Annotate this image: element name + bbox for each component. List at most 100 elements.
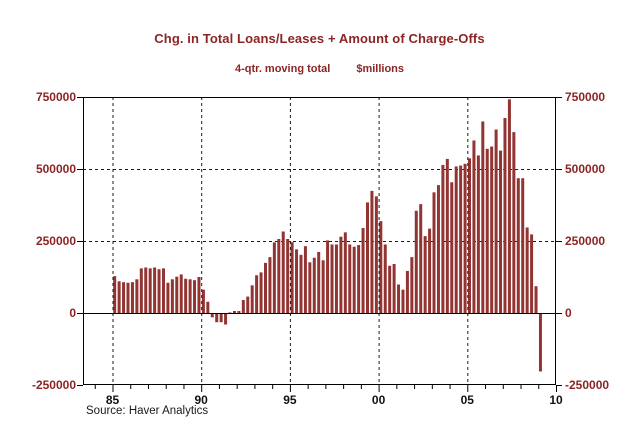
bar — [308, 262, 312, 313]
bar — [366, 202, 369, 313]
bar — [193, 280, 197, 313]
bar — [139, 268, 143, 313]
x-axis-label: 85 — [105, 393, 120, 407]
y-axis-label-left: 500000 — [35, 162, 76, 176]
bar — [215, 313, 219, 323]
bar — [126, 282, 130, 313]
bar — [388, 265, 392, 313]
bar — [135, 279, 139, 313]
bar — [397, 284, 401, 313]
bar — [499, 150, 503, 313]
y-axis-label-left: 250000 — [35, 234, 76, 248]
bar — [303, 246, 307, 313]
bar — [255, 275, 259, 313]
bar — [299, 254, 303, 313]
bar — [148, 268, 152, 313]
x-axis-label: 95 — [283, 393, 297, 407]
bar — [419, 204, 423, 313]
bar — [428, 228, 432, 313]
bar — [277, 238, 281, 313]
bar — [405, 270, 409, 313]
bar — [250, 285, 254, 313]
bar — [184, 278, 188, 313]
bar — [410, 257, 414, 313]
bar — [401, 289, 405, 313]
bar — [170, 279, 174, 313]
bar — [175, 276, 179, 313]
bar — [343, 232, 347, 313]
bar — [530, 234, 534, 313]
bar — [326, 240, 330, 313]
bar — [512, 132, 516, 313]
bar — [263, 262, 267, 313]
y-axis-label-right: 0 — [565, 306, 572, 320]
y-axis-label-right: -250000 — [565, 378, 610, 392]
subtitle-right: $millions — [356, 63, 405, 75]
bar — [503, 118, 507, 314]
chart-subtitle: 4-qtr. moving total $millions — [0, 63, 639, 75]
bar — [516, 178, 520, 313]
bar — [237, 310, 241, 313]
bar — [117, 281, 121, 313]
bar — [219, 313, 223, 323]
bar — [490, 146, 494, 313]
bar — [153, 267, 157, 313]
y-axis-label-right: 500000 — [565, 162, 606, 176]
bar — [113, 276, 117, 313]
x-axis-label: 90 — [194, 393, 208, 407]
bar — [197, 277, 201, 313]
bar — [281, 231, 285, 313]
bar — [122, 282, 126, 313]
bar — [312, 257, 316, 313]
bar — [454, 166, 458, 313]
bar — [334, 244, 338, 313]
bar — [348, 244, 352, 313]
bar — [534, 286, 538, 313]
bar — [459, 165, 463, 313]
x-axis-label: 05 — [460, 393, 474, 407]
x-axis-label: 10 — [549, 393, 563, 407]
bar — [361, 228, 365, 313]
bar — [432, 192, 436, 313]
y-axis-label-left: 750000 — [35, 90, 76, 104]
bar — [472, 140, 476, 313]
bar — [295, 249, 299, 313]
bar — [321, 260, 325, 313]
bar — [201, 289, 205, 313]
chart-title: Chg. in Total Loans/Leases + Amount of C… — [154, 31, 485, 46]
bar — [166, 282, 170, 313]
bar — [330, 244, 334, 313]
bar — [485, 148, 489, 313]
bar — [476, 155, 480, 313]
bar — [286, 238, 290, 313]
bar — [179, 274, 183, 313]
bar — [224, 313, 228, 325]
subtitle-left: 4-qtr. moving total — [234, 63, 331, 75]
bar — [441, 164, 445, 313]
bar — [228, 312, 232, 313]
bar — [414, 210, 418, 313]
bar — [507, 99, 511, 313]
bar — [481, 121, 485, 313]
bar — [392, 264, 396, 313]
x-axis-label: 00 — [371, 393, 386, 407]
bar — [436, 185, 440, 313]
bar — [206, 301, 210, 313]
bar — [317, 251, 321, 313]
bar — [538, 313, 542, 372]
y-axis-label-left: 0 — [69, 306, 76, 320]
bar — [246, 296, 250, 313]
bar — [144, 267, 148, 313]
bar — [259, 272, 263, 313]
bar — [352, 246, 356, 313]
bar — [161, 268, 165, 313]
plot-frame — [83, 97, 556, 385]
bar — [383, 244, 387, 313]
bar — [210, 313, 214, 318]
bar — [525, 227, 529, 313]
bar — [157, 269, 161, 313]
bar — [370, 190, 374, 313]
bar — [272, 242, 276, 313]
bar — [290, 242, 294, 313]
